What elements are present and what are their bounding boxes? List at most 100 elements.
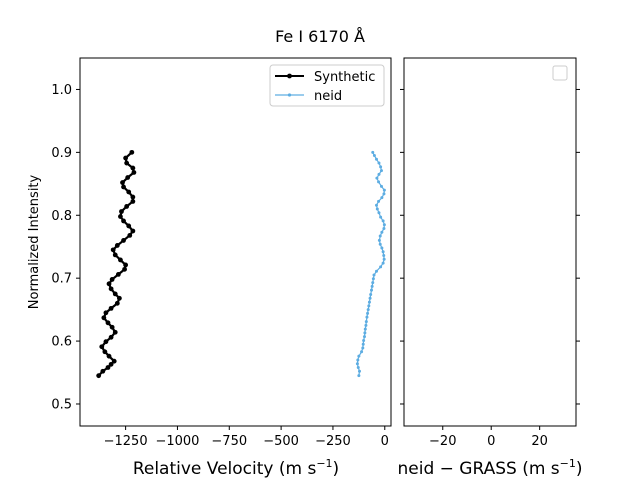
- neid-point: [357, 354, 361, 358]
- synthetic-point: [103, 339, 109, 345]
- neid-point: [381, 250, 385, 254]
- left-x-ticks: −1250 −1000 −750 −500 −250 0: [104, 426, 389, 449]
- right-x-tick-label: −20: [429, 434, 456, 449]
- synthetic-point: [115, 271, 121, 277]
- neid-point: [356, 358, 360, 362]
- neid-point: [375, 207, 379, 211]
- left-x-tick-label: −1000: [155, 434, 199, 449]
- neid-point: [357, 369, 361, 373]
- neid-point: [367, 304, 371, 308]
- synthetic-point: [112, 329, 118, 335]
- synthetic-point: [105, 320, 111, 326]
- neid-point: [361, 342, 365, 346]
- right-x-axis-label-end: ): [576, 459, 583, 479]
- neid-point: [382, 226, 386, 230]
- synthetic-point: [130, 165, 136, 171]
- synthetic-point: [125, 175, 131, 180]
- left-y-tick-label: 1.0: [51, 83, 72, 98]
- synthetic-point: [130, 228, 136, 234]
- synthetic-point: [111, 358, 117, 364]
- neid-point: [379, 165, 383, 169]
- synthetic-point: [130, 194, 136, 200]
- synthetic-point: [99, 344, 105, 350]
- right-x-tick-label: 0: [487, 434, 495, 449]
- neid-point: [371, 281, 375, 285]
- left-plot-area: [79, 57, 392, 427]
- left-x-tick-label: 0: [381, 434, 389, 449]
- right-x-axis-label-main: neid − GRASS (m s: [397, 459, 559, 479]
- synthetic-point: [131, 170, 137, 175]
- neid-point: [380, 196, 384, 200]
- synthetic-point: [118, 257, 123, 263]
- left-x-axis-label: Relative Velocity (m s−1): [133, 457, 339, 479]
- neid-point: [366, 311, 370, 315]
- left-x-tick-label: −1250: [104, 434, 148, 449]
- legend-neid-marker: [287, 93, 292, 97]
- synthetic-point: [121, 238, 126, 243]
- neid-point: [368, 296, 372, 300]
- synthetic-point: [124, 204, 130, 209]
- synthetic-point: [118, 214, 123, 219]
- legend-neid-label: neid: [314, 89, 342, 104]
- synthetic-point: [108, 286, 114, 292]
- synthetic-point: [109, 277, 115, 282]
- synthetic-point: [108, 361, 114, 367]
- neid-point: [370, 284, 374, 288]
- left-y-ticks: 0.5 0.6 0.7 0.8 0.9 1.0: [51, 83, 80, 412]
- neid-point: [380, 246, 384, 250]
- left-y-tick-label: 0.6: [51, 335, 72, 350]
- left-y-tick-label: 0.8: [51, 209, 72, 224]
- chart-title: Fe I 6170 Å: [275, 27, 365, 46]
- neid-point: [377, 172, 381, 176]
- neid-point: [370, 288, 374, 292]
- neid-point: [381, 261, 385, 265]
- synthetic-point: [129, 149, 135, 155]
- neid-point: [380, 230, 384, 234]
- synthetic-point: [110, 247, 116, 253]
- neid-point: [374, 269, 378, 273]
- neid-point: [381, 219, 385, 223]
- neid-point: [382, 257, 386, 261]
- synthetic-point: [101, 315, 107, 321]
- synthetic-point: [108, 334, 114, 340]
- legend: Synthetic neid: [269, 64, 385, 107]
- neid-point: [375, 176, 379, 180]
- synthetic-point: [112, 252, 118, 258]
- synthetic-point: [96, 373, 102, 379]
- neid-point: [377, 238, 381, 242]
- neid-point: [364, 323, 368, 327]
- neid-point: [362, 338, 366, 342]
- synthetic-point: [121, 184, 126, 190]
- neid-point: [374, 157, 378, 161]
- synthetic-point: [122, 266, 127, 272]
- neid-point: [357, 374, 361, 378]
- neid-point: [382, 192, 386, 196]
- neid-point: [372, 273, 376, 277]
- left-x-axis-label-sup: −1: [316, 457, 332, 470]
- synthetic-point: [102, 349, 108, 355]
- synthetic-point: [124, 160, 130, 166]
- left-x-axis-label-main: Relative Velocity (m s: [133, 459, 317, 479]
- synthetic-point: [126, 189, 132, 195]
- right-plot-area: [403, 57, 577, 427]
- neid-point: [379, 265, 383, 269]
- synthetic-point: [116, 295, 122, 301]
- neid-point: [361, 346, 365, 350]
- legend-synthetic-label: Synthetic: [314, 70, 375, 85]
- neid-point: [362, 335, 366, 339]
- neid-point: [377, 211, 381, 215]
- neid-point: [379, 169, 383, 173]
- synthetic-point: [123, 262, 129, 268]
- synthetic-point: [127, 232, 133, 238]
- synthetic-point: [120, 180, 125, 185]
- right-x-ticks: −20 0 20: [429, 426, 548, 449]
- neid-point: [377, 180, 381, 184]
- left-x-tick-label: −500: [263, 434, 299, 449]
- synthetic-point: [119, 209, 124, 214]
- synthetic-point: [100, 368, 106, 374]
- neid-point: [378, 234, 382, 238]
- synthetic-point: [123, 155, 129, 161]
- left-series: [96, 149, 386, 379]
- synthetic-point: [109, 324, 115, 330]
